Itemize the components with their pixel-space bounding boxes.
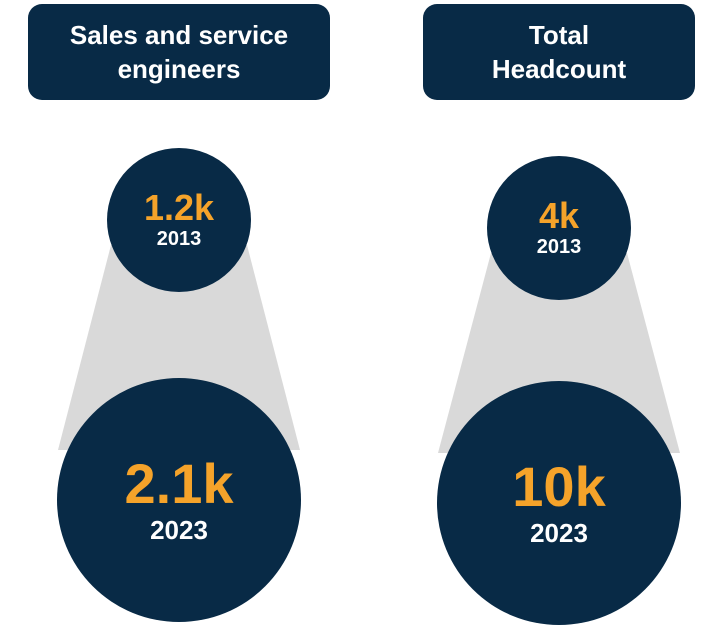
header-line: Total [528,20,590,50]
metric-circle: 4k 2013 [487,156,631,300]
metric-circle: 1.2k 2013 [107,148,251,292]
panel-header: Total Headcount [423,4,695,100]
metric-year: 2013 [156,228,202,250]
metric-year: 2023 [150,515,208,545]
header-line: Headcount [491,54,627,84]
panel-header: Sales and service engineers [28,4,330,100]
metric-value: 1.2k [143,187,215,228]
metric-year: 2013 [536,236,582,258]
metric-circle: 10k 2023 [437,381,681,625]
header-line: Sales and service [69,20,289,50]
metric-value: 4k [538,195,580,236]
metric-value: 10k [512,455,606,518]
metric-year: 2023 [530,518,588,548]
header-line: engineers [117,54,241,84]
metric-value: 2.1k [124,452,234,515]
metric-circle: 2.1k 2023 [57,378,301,622]
